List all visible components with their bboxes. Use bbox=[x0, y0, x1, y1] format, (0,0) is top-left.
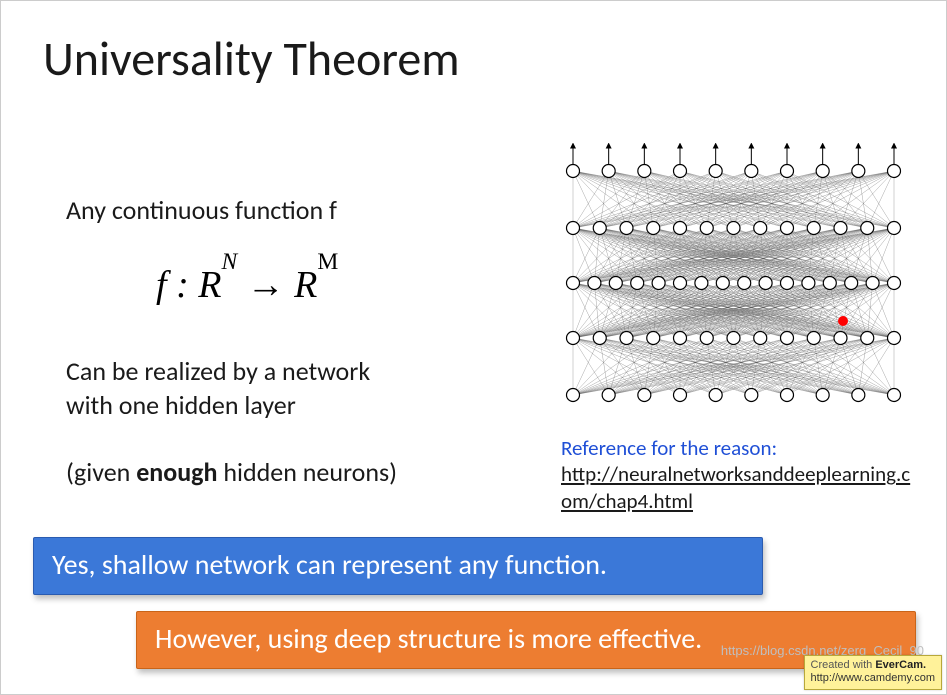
callout-orange: However, using deep structure is more ef… bbox=[136, 611, 916, 669]
body-line-3: (given enough hidden neurons) bbox=[66, 456, 397, 490]
callout-blue: Yes, shallow network can represent any f… bbox=[33, 537, 763, 595]
body-line-3-pre: (given bbox=[66, 456, 136, 488]
formula-sup2: M bbox=[317, 249, 338, 275]
network-diagram bbox=[561, 143, 906, 425]
formula: f : RN → RM bbox=[156, 263, 338, 307]
reference-link[interactable]: http://neuralnetworksanddeeplearning.com… bbox=[561, 461, 910, 513]
body-line-3-bold: enough bbox=[136, 456, 217, 488]
body-line-2: Can be realized by a network with one hi… bbox=[66, 355, 370, 423]
reference-label: Reference for the reason: bbox=[561, 435, 921, 461]
formula-sup1: N bbox=[221, 249, 237, 275]
evercam-created: Created with bbox=[811, 659, 876, 671]
slide-title: Universality Theorem bbox=[43, 29, 460, 88]
formula-set1: R bbox=[198, 264, 221, 306]
body-line-2a: Can be realized by a network bbox=[66, 355, 370, 387]
body-line-2b: with one hidden layer bbox=[66, 389, 296, 421]
body-line-3-post: hidden neurons) bbox=[217, 456, 397, 488]
evercam-brand: EverCam. bbox=[875, 659, 926, 671]
evercam-badge: Created with EverCam. http://www.camdemy… bbox=[804, 655, 943, 691]
body-line-1: Any continuous function f bbox=[66, 194, 337, 228]
formula-lhs: f bbox=[156, 264, 167, 306]
reference-block: Reference for the reason: http://neuraln… bbox=[561, 435, 921, 514]
formula-arrow: → bbox=[237, 264, 294, 306]
pointer-dot bbox=[838, 316, 848, 326]
evercam-url: http://www.camdemy.com bbox=[811, 672, 936, 684]
formula-colon: : bbox=[167, 264, 199, 306]
formula-set2: R bbox=[294, 264, 317, 306]
